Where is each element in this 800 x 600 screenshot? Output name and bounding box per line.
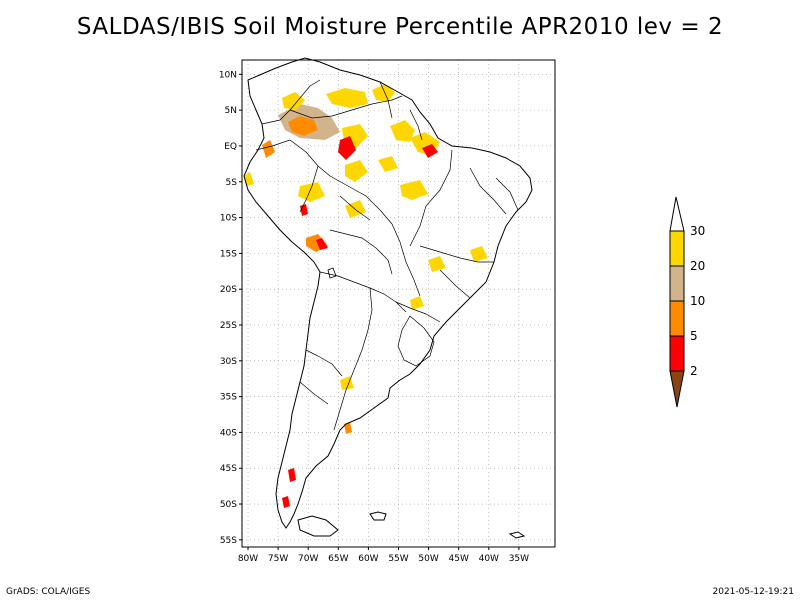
lat-tick-label: 25S — [220, 321, 237, 331]
patch-ecuador — [244, 172, 254, 186]
lon-tick-label: 75W — [268, 554, 288, 564]
patch-chile-south2 — [282, 496, 290, 508]
colorbar: 30 20 10 5 2 — [669, 196, 705, 408]
lon-tick-label: 55W — [388, 554, 408, 564]
credit-text: GrADS: COLA/IGES — [6, 587, 91, 597]
patch-rondonia — [378, 156, 398, 172]
patch-amazon-south — [345, 160, 368, 182]
colorbar-swatch-2-5 — [669, 335, 685, 372]
patch-amapa — [390, 120, 415, 142]
anomaly-patches — [244, 84, 488, 508]
lat-tick-label: 30S — [220, 357, 237, 367]
patch-paraguay — [410, 296, 424, 310]
colorbar-top-arrow — [669, 196, 685, 232]
lakes — [327, 267, 337, 279]
lat-tick-labels: 10N 5N EQ 5S 10S 15S 20S 25S 30S 35S 40S 45S 50S 55S — [219, 70, 242, 546]
patch-altiplano-red — [316, 238, 328, 250]
grid-lines — [242, 60, 555, 547]
patch-andes-red — [300, 204, 308, 216]
lat-tick-label: 40S — [220, 428, 237, 438]
patch-colombia — [282, 92, 305, 110]
patch-guyana — [372, 84, 395, 102]
lon-tick-label: 40W — [479, 554, 499, 564]
lat-tick-label: 35S — [220, 393, 237, 403]
lat-tick-label: 10S — [220, 214, 237, 224]
colorbar-label-10: 10 — [690, 294, 705, 308]
patch-amazon-central-red — [338, 136, 356, 160]
falklands — [369, 511, 387, 521]
patch-brazil-east — [428, 256, 446, 272]
lat-tick-label: 10N — [219, 70, 237, 80]
lake-titicaca — [327, 267, 337, 279]
lon-tick-labels: 80W 75W 70W 65W 60W 55W 50W 45W 40W 35W — [238, 547, 529, 564]
colorbar-label-30: 30 — [690, 224, 705, 238]
patch-brazil-east2 — [470, 246, 488, 262]
lon-tick-label: 65W — [328, 554, 348, 564]
colorbar-label-5: 5 — [690, 329, 698, 343]
patch-patagonia — [344, 422, 352, 434]
tierra-del-fuego — [297, 515, 339, 537]
lat-tick-label: 5S — [226, 178, 238, 188]
map-title: SALDAS/IBIS Soil Moisture Percentile APR… — [76, 14, 724, 40]
lon-tick-label: 35W — [509, 554, 529, 564]
patch-peru-north — [262, 140, 275, 158]
south-georgia — [508, 531, 526, 539]
patch-venezuela — [326, 88, 368, 108]
country-borders — [255, 79, 519, 431]
lat-tick-label: 20S — [220, 285, 237, 295]
timestamp-text: 2021-05-12-19:21 — [712, 587, 795, 597]
colorbar-label-20: 20 — [690, 259, 705, 273]
lat-tick-label: EQ — [224, 142, 237, 152]
lat-tick-label: 45S — [220, 464, 237, 474]
lon-tick-label: 45W — [449, 554, 469, 564]
lon-tick-label: 50W — [418, 554, 438, 564]
lat-tick-label: 50S — [220, 500, 237, 510]
lat-tick-label: 5N — [225, 106, 237, 116]
lon-tick-label: 70W — [298, 554, 318, 564]
colorbar-swatch-10-20 — [669, 265, 685, 302]
colorbar-swatch-20-30 — [669, 230, 685, 267]
south-america-coastline — [243, 57, 533, 529]
lat-tick-label: 15S — [220, 249, 237, 259]
patch-peru — [298, 182, 325, 202]
lon-tick-label: 80W — [238, 554, 258, 564]
colorbar-swatch-5-10 — [669, 300, 685, 337]
lat-tick-label: 55S — [220, 536, 237, 546]
lon-tick-label: 60W — [358, 554, 378, 564]
colorbar-bottom-arrow — [669, 370, 685, 408]
patch-chile-south — [288, 468, 296, 482]
patch-mato-grosso — [400, 180, 428, 200]
colorbar-label-2: 2 — [690, 364, 698, 378]
patch-amazon-west-orange — [288, 116, 318, 136]
patch-para-red — [422, 144, 438, 158]
coastlines — [243, 57, 533, 539]
